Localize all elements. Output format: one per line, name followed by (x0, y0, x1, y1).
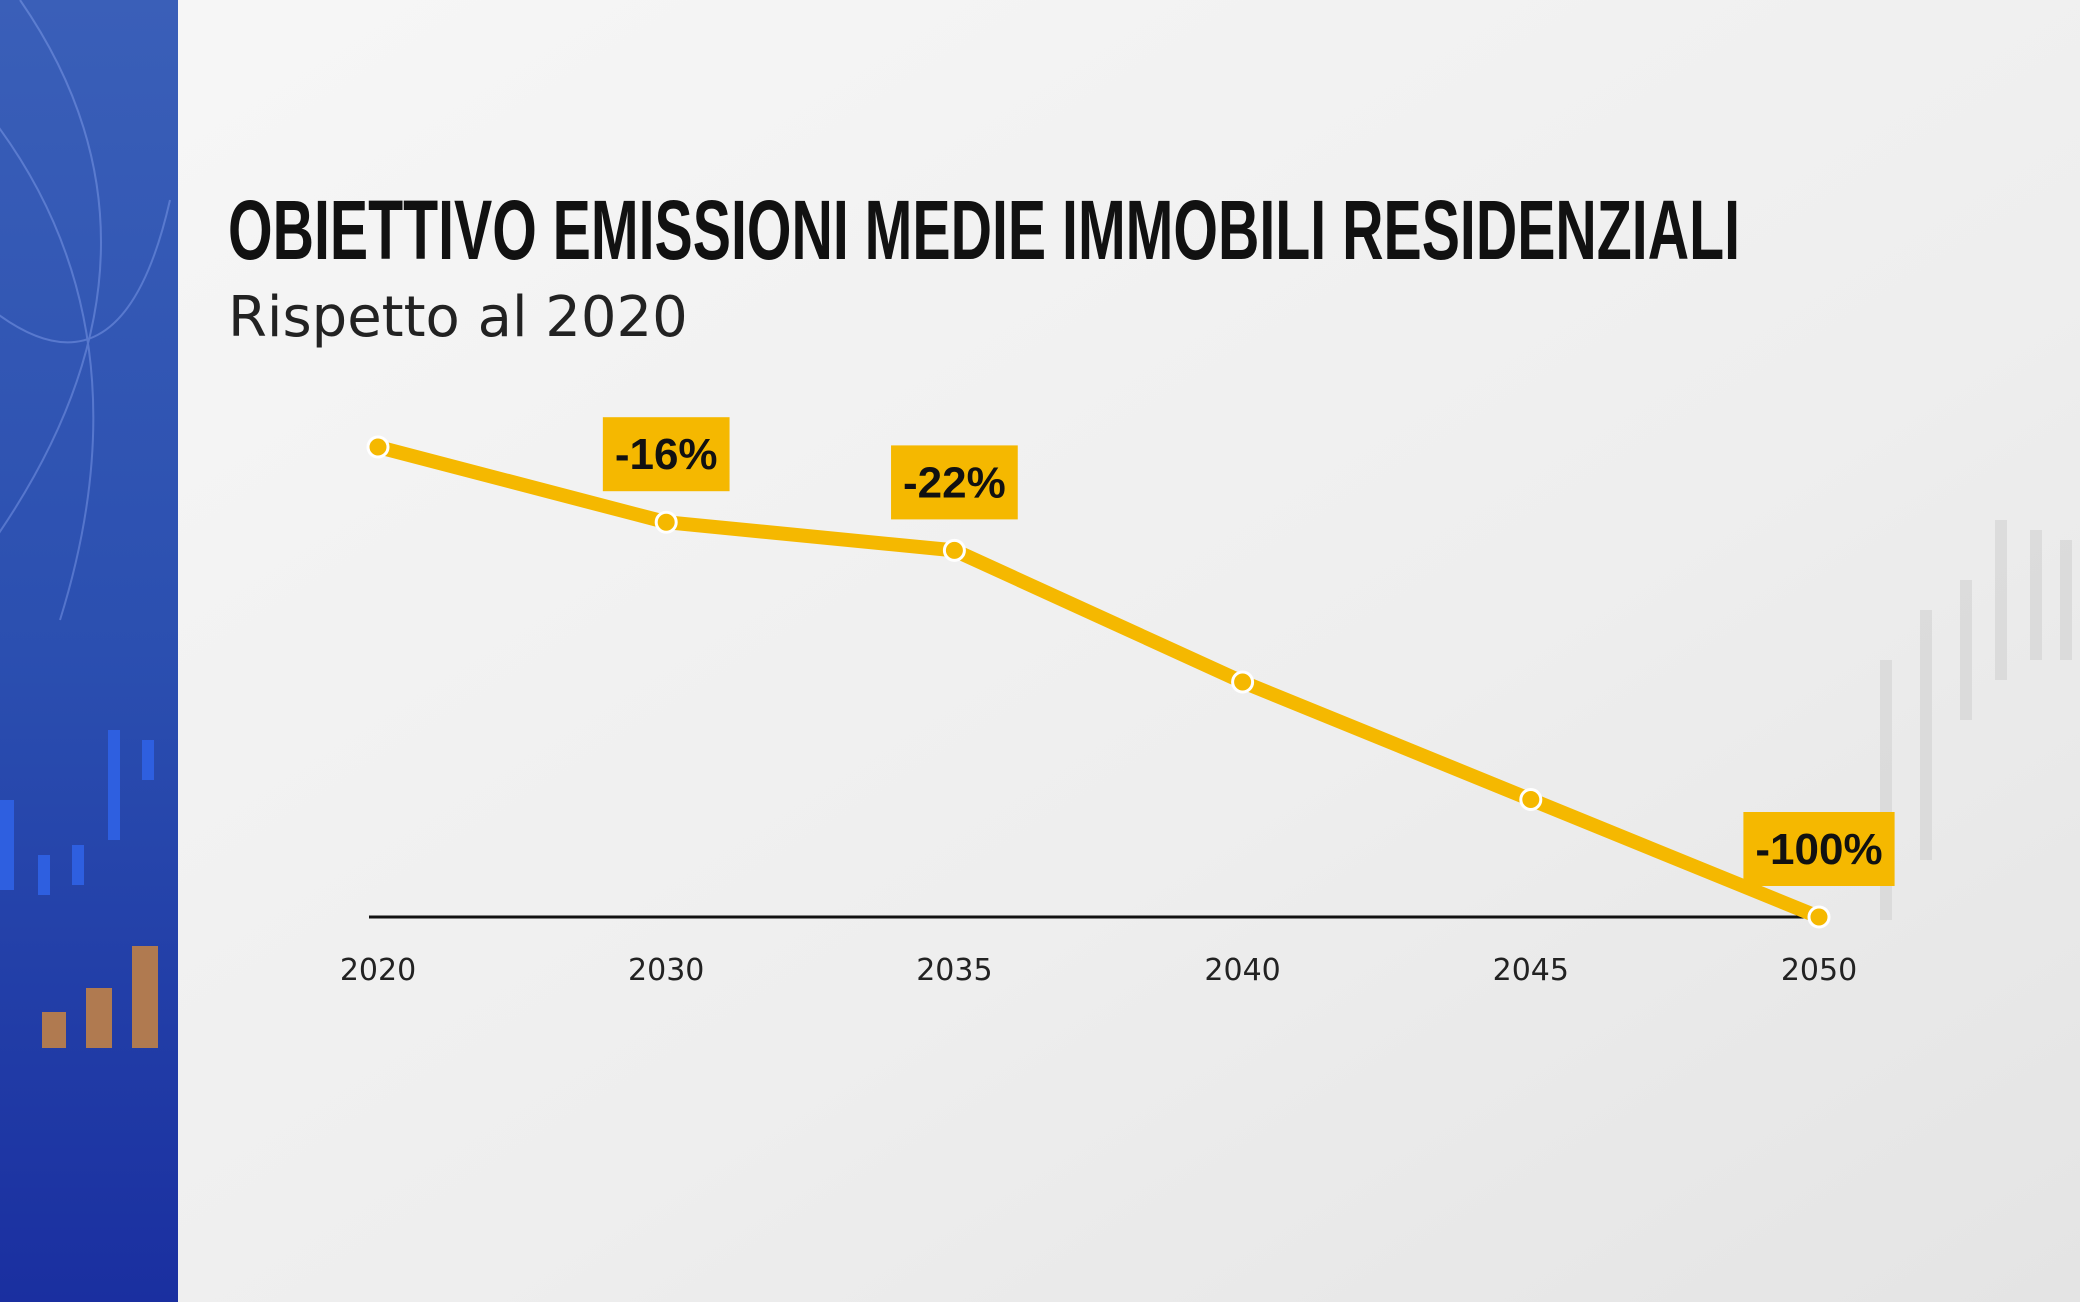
data-point (942, 538, 966, 562)
x-tick-label: 2020 (340, 953, 416, 988)
data-point (1519, 788, 1543, 811)
x-tick-label: 2050 (1781, 953, 1857, 988)
side-decoration (0, 0, 171, 621)
chart-title: OBIETTIVO EMISSIONI MEDIE IMMOBILI RESID… (228, 183, 1740, 277)
x-tick-label: 2030 (628, 953, 704, 988)
value-label-box (602, 417, 730, 492)
x-tick-label: 2040 (1204, 953, 1280, 988)
value-label-box (891, 445, 1018, 520)
value-label-box (1743, 812, 1895, 886)
data-point (1807, 905, 1831, 929)
data-point (654, 510, 678, 534)
value-label: -22% (903, 458, 1006, 507)
value-label: -16% (615, 430, 718, 479)
data-point (366, 435, 390, 459)
data-point (1231, 670, 1255, 694)
side-bars (0, 730, 158, 1048)
x-tick-label: 2045 (1493, 953, 1569, 988)
chart-subtitle: Rispetto al 2020 (228, 285, 688, 350)
data-line (371, 440, 1826, 924)
side-panel (0, 0, 178, 1302)
x-tick-label: 2035 (916, 953, 992, 988)
value-label: -100% (1755, 825, 1882, 874)
